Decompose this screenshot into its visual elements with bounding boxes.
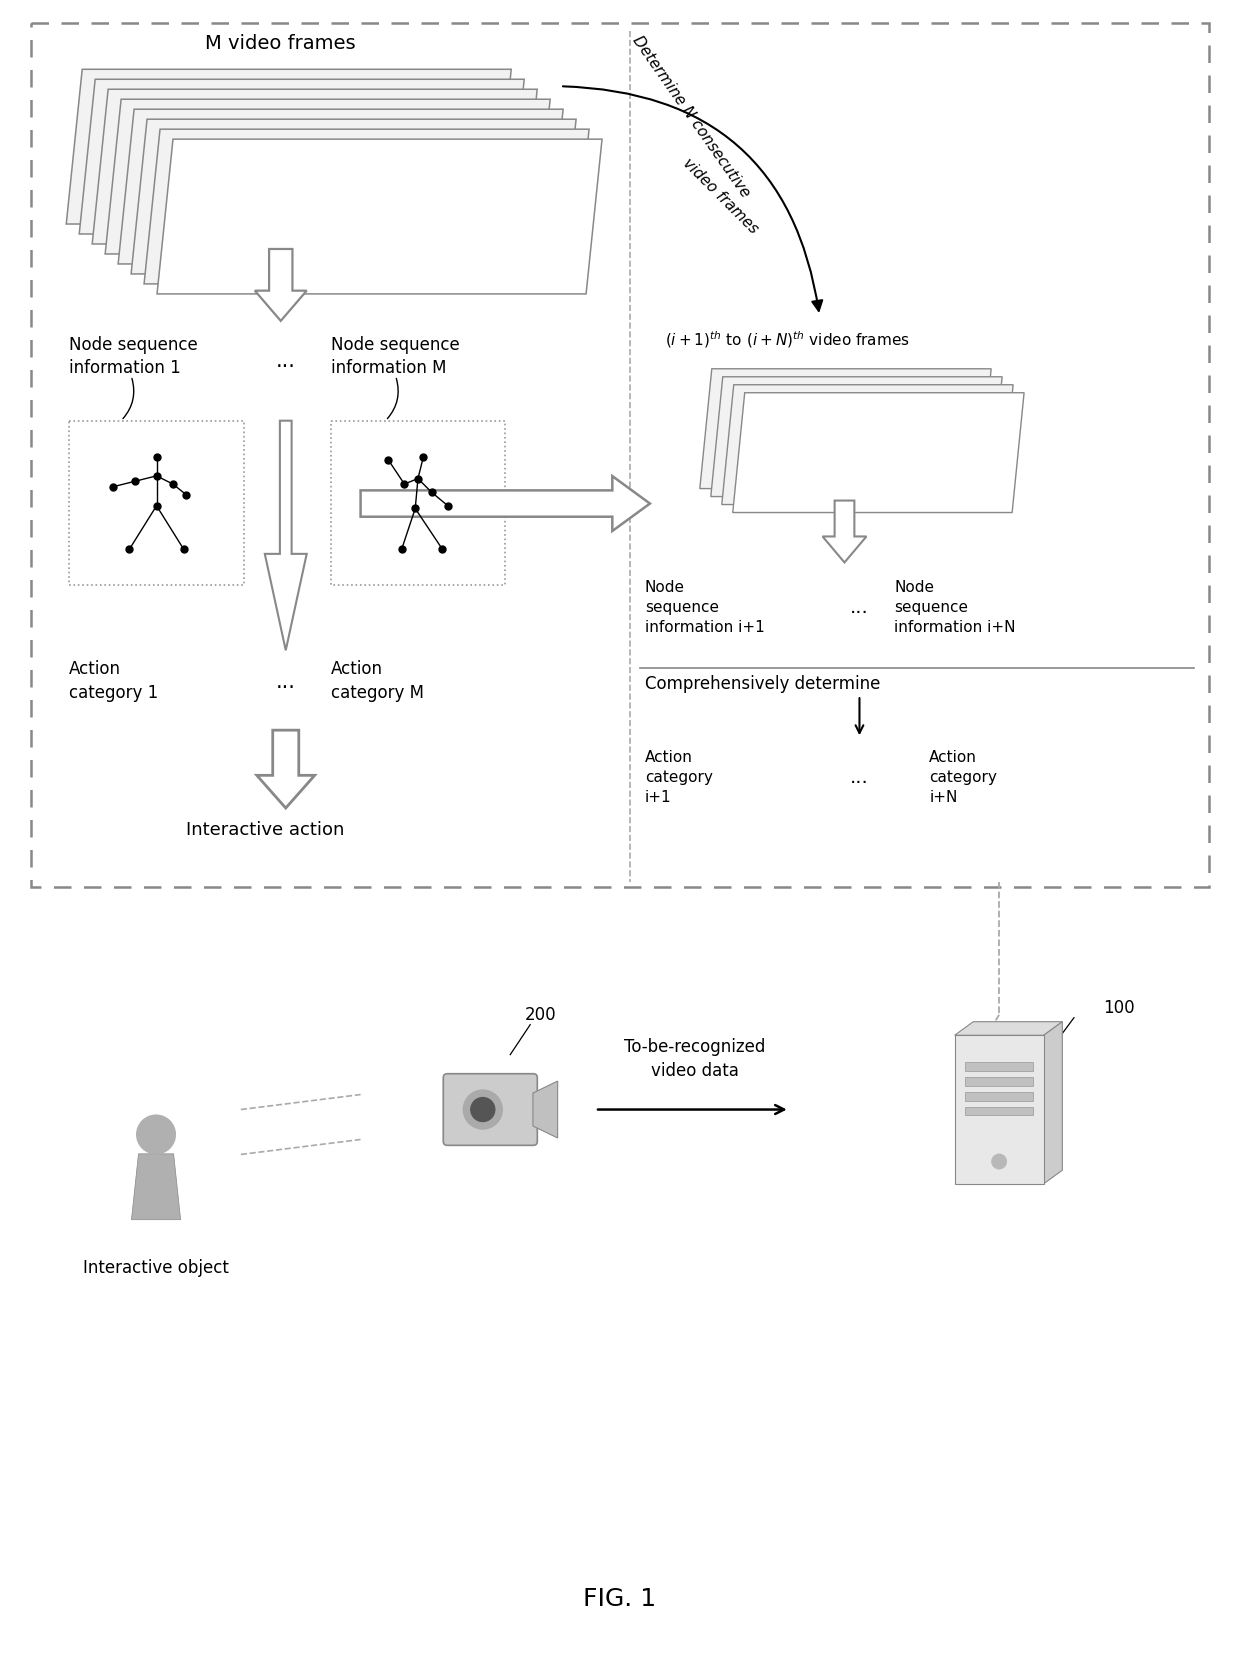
Polygon shape <box>699 369 991 489</box>
Bar <box>965 1077 1033 1085</box>
Bar <box>331 420 505 585</box>
Polygon shape <box>254 249 306 321</box>
Text: $(i+1)^{th}$ to $(i+N)^{th}$ video frames: $(i+1)^{th}$ to $(i+N)^{th}$ video frame… <box>665 329 910 349</box>
Text: To-be-recognized
video data: To-be-recognized video data <box>624 1039 765 1080</box>
Bar <box>69 420 244 585</box>
Text: video frames: video frames <box>680 156 761 236</box>
Bar <box>965 1107 1033 1115</box>
Polygon shape <box>257 730 315 808</box>
Text: Action
category
i+1: Action category i+1 <box>645 750 713 804</box>
FancyBboxPatch shape <box>443 1074 537 1145</box>
Text: Node sequence
information M: Node sequence information M <box>331 336 459 377</box>
Text: Comprehensively determine: Comprehensively determine <box>645 675 880 693</box>
Text: FIG. 1: FIG. 1 <box>584 1587 656 1610</box>
Text: Action
category M: Action category M <box>331 660 424 701</box>
Circle shape <box>471 1097 495 1122</box>
Circle shape <box>464 1090 502 1128</box>
Text: ...: ... <box>275 351 295 371</box>
Text: Node
sequence
information i+1: Node sequence information i+1 <box>645 580 765 635</box>
Polygon shape <box>722 384 1013 505</box>
Polygon shape <box>533 1080 558 1138</box>
Polygon shape <box>733 392 1024 512</box>
Polygon shape <box>131 120 577 274</box>
Polygon shape <box>157 140 603 294</box>
Polygon shape <box>118 110 563 264</box>
Text: Interactive object: Interactive object <box>83 1260 229 1278</box>
Text: Action
category
i+N: Action category i+N <box>929 750 997 804</box>
Polygon shape <box>105 100 551 254</box>
Text: ...: ... <box>275 671 295 693</box>
Polygon shape <box>131 1153 181 1220</box>
Text: 200: 200 <box>525 1006 556 1024</box>
FancyBboxPatch shape <box>31 23 1209 888</box>
Polygon shape <box>361 475 650 530</box>
Text: 100: 100 <box>1104 999 1135 1017</box>
Bar <box>955 1035 1044 1183</box>
Text: ...: ... <box>851 768 869 788</box>
Polygon shape <box>711 377 1002 497</box>
Polygon shape <box>822 500 867 562</box>
Polygon shape <box>66 70 511 224</box>
Polygon shape <box>79 80 525 234</box>
Polygon shape <box>955 1022 1063 1035</box>
Polygon shape <box>1044 1022 1063 1183</box>
Bar <box>965 1092 1033 1100</box>
Circle shape <box>992 1153 1007 1168</box>
Text: Determine N consecutive: Determine N consecutive <box>630 33 753 199</box>
Polygon shape <box>144 130 589 284</box>
Text: Node sequence
information 1: Node sequence information 1 <box>69 336 198 377</box>
Text: M video frames: M video frames <box>206 35 356 53</box>
Text: Action
category 1: Action category 1 <box>69 660 159 701</box>
Text: ...: ... <box>851 598 869 617</box>
Bar <box>965 1062 1033 1070</box>
Polygon shape <box>265 420 306 650</box>
Text: Interactive action: Interactive action <box>186 821 345 839</box>
Circle shape <box>136 1115 175 1153</box>
Polygon shape <box>92 90 537 244</box>
FancyArrowPatch shape <box>563 86 822 311</box>
Text: Node
sequence
information i+N: Node sequence information i+N <box>894 580 1016 635</box>
